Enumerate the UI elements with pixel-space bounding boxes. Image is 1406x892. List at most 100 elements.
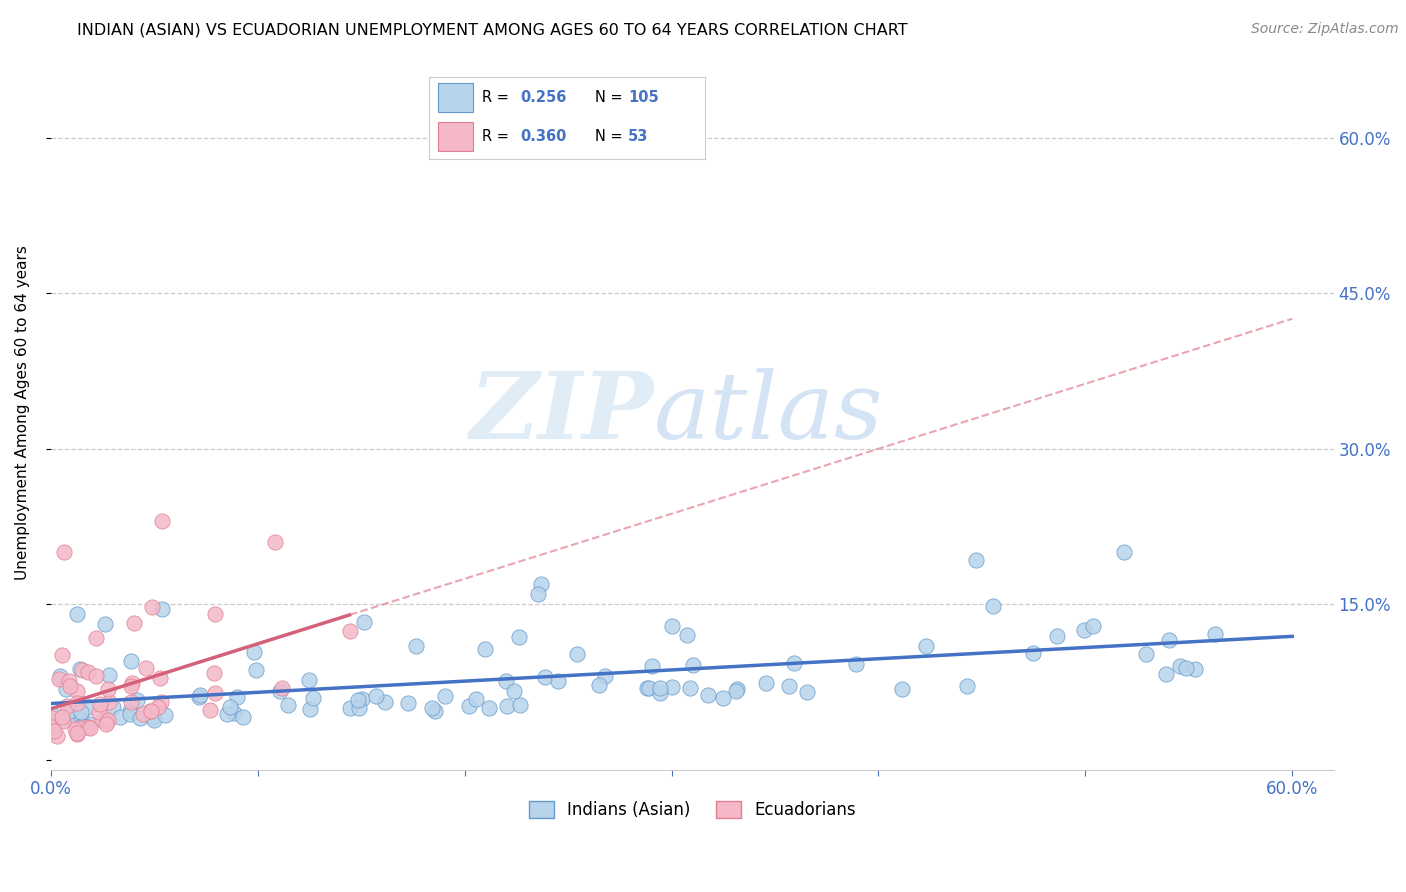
Point xyxy=(48,672,70,686)
Point xyxy=(141,599,163,614)
Point xyxy=(1157,632,1180,647)
Point xyxy=(374,695,396,709)
Point xyxy=(97,713,120,727)
Point xyxy=(65,696,87,710)
Text: INDIAN (ASIAN) VS ECUADORIAN UNEMPLOYMENT AMONG AGES 60 TO 64 YEARS CORRELATION : INDIAN (ASIAN) VS ECUADORIAN UNEMPLOYMEN… xyxy=(77,22,908,37)
Point xyxy=(49,669,72,683)
Point xyxy=(509,698,531,712)
Point xyxy=(530,576,553,591)
Point xyxy=(648,681,671,696)
Legend: Indians (Asian), Ecuadorians: Indians (Asian), Ecuadorians xyxy=(522,795,862,826)
Point xyxy=(148,699,170,714)
Point xyxy=(52,545,75,559)
Point xyxy=(347,700,370,714)
Point xyxy=(98,695,121,709)
Point xyxy=(533,670,555,684)
Point xyxy=(464,692,486,706)
Point xyxy=(1073,623,1095,637)
Text: ZIP: ZIP xyxy=(470,368,654,458)
Point xyxy=(405,639,427,653)
Point xyxy=(232,710,254,724)
Point xyxy=(245,663,267,677)
Point xyxy=(1112,545,1135,559)
Point xyxy=(298,702,321,716)
Point xyxy=(396,696,419,710)
Point xyxy=(1135,647,1157,661)
Point xyxy=(59,705,82,719)
Point xyxy=(69,662,91,676)
Point xyxy=(132,706,155,721)
Point xyxy=(547,674,569,689)
Point xyxy=(204,665,226,680)
Point xyxy=(565,647,588,661)
Point xyxy=(1081,619,1104,633)
Point xyxy=(1022,646,1045,660)
Point xyxy=(121,676,143,690)
Point xyxy=(58,674,80,689)
Point xyxy=(76,721,98,735)
Point xyxy=(66,683,89,698)
Point xyxy=(108,709,131,723)
Point xyxy=(97,668,120,682)
Point xyxy=(42,723,65,738)
Point xyxy=(125,693,148,707)
Point xyxy=(725,684,748,698)
Point xyxy=(298,673,321,687)
Point xyxy=(142,713,165,727)
Point xyxy=(79,721,101,735)
Point xyxy=(755,675,778,690)
Point xyxy=(93,617,115,632)
Point xyxy=(353,615,375,629)
Point xyxy=(679,681,702,695)
Point xyxy=(187,690,209,705)
Point xyxy=(526,587,548,601)
Point xyxy=(72,719,94,733)
Point xyxy=(226,690,249,704)
Point xyxy=(364,689,387,703)
Point xyxy=(1046,629,1069,643)
Text: Source: ZipAtlas.com: Source: ZipAtlas.com xyxy=(1251,22,1399,37)
Text: atlas: atlas xyxy=(654,368,883,458)
Point xyxy=(150,514,173,528)
Point xyxy=(474,641,496,656)
Point xyxy=(59,679,82,693)
Point xyxy=(271,681,294,696)
Point xyxy=(51,648,73,662)
Point xyxy=(120,679,142,693)
Point xyxy=(149,671,172,685)
Point xyxy=(890,682,912,697)
Point xyxy=(339,700,361,714)
Point xyxy=(1204,627,1226,641)
Point xyxy=(661,619,683,633)
Point xyxy=(41,720,63,734)
Point xyxy=(149,695,172,709)
Point xyxy=(269,684,291,698)
Point xyxy=(97,681,120,696)
Point xyxy=(641,659,664,673)
Point xyxy=(96,716,118,731)
Point xyxy=(697,688,720,702)
Point xyxy=(1184,662,1206,676)
Point xyxy=(120,695,142,709)
Point xyxy=(458,698,481,713)
Point xyxy=(62,713,84,727)
Point xyxy=(508,631,530,645)
Point xyxy=(650,685,672,699)
Point xyxy=(423,704,446,718)
Point xyxy=(66,727,89,741)
Point xyxy=(217,707,239,722)
Point xyxy=(956,679,979,693)
Point xyxy=(139,704,162,718)
Point xyxy=(139,704,162,718)
Point xyxy=(711,691,734,706)
Point xyxy=(350,692,373,706)
Point xyxy=(120,654,142,668)
Point xyxy=(91,713,114,727)
Point xyxy=(264,535,287,549)
Point xyxy=(347,693,370,707)
Point xyxy=(676,627,699,641)
Point xyxy=(45,730,67,744)
Point xyxy=(77,717,100,731)
Point xyxy=(42,707,65,722)
Point xyxy=(84,669,107,683)
